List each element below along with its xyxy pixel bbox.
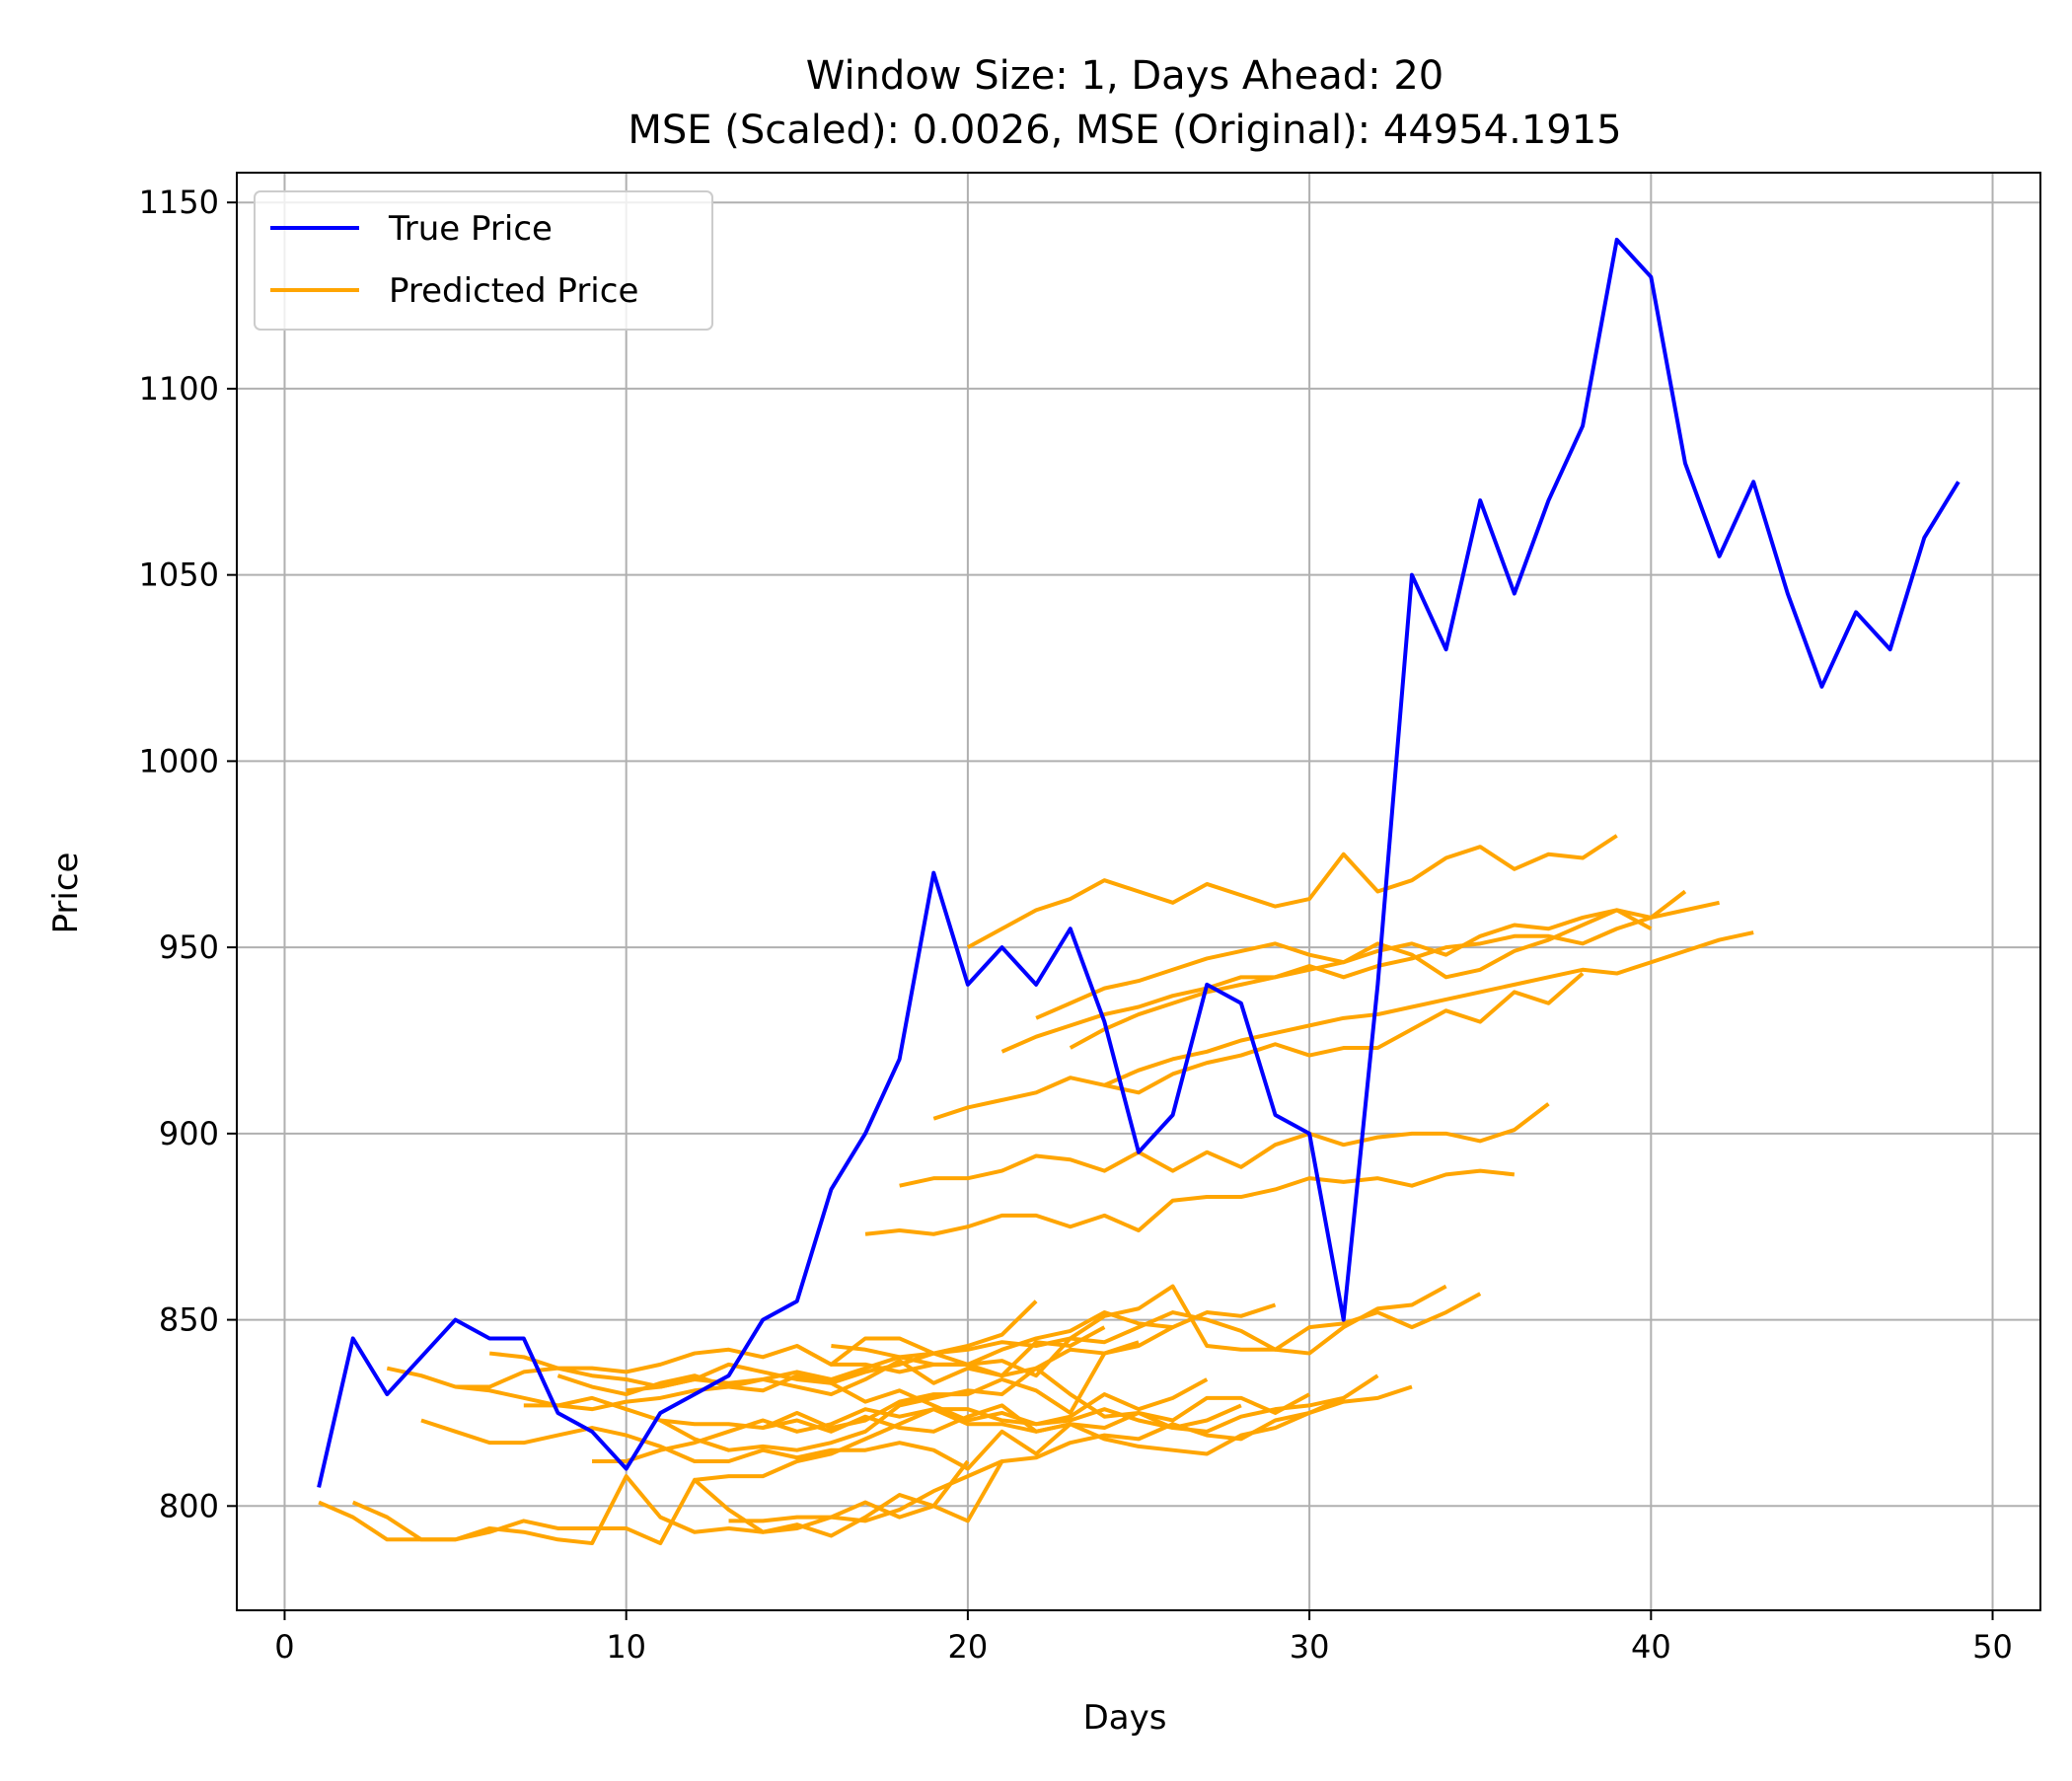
x-tick-label: 40 [1631,1628,1671,1666]
predicted-price-line [351,1460,1004,1546]
plot-frame [236,172,2041,1611]
ticks: 0 10 20 30 40 50 800 850 900 950 1000 1050 1100 1150 [139,184,2013,1666]
predicted-price-line [420,1418,1073,1471]
chart-title: Window Size: 1, Days Ahead: 20 [806,53,1443,99]
predicted-price-line [318,1459,970,1546]
predicted-price-line [966,834,1618,949]
predicted-price-line [694,1395,1345,1482]
predicted-price-line [932,972,1585,1121]
y-tick-label: 1100 [139,370,219,408]
y-tick-label: 850 [159,1301,219,1339]
predicted-price-line [728,1373,1379,1523]
grid [237,173,2040,1610]
true-price-line [317,237,1961,1488]
y-tick-label: 900 [159,1115,219,1152]
predicted-price-line [831,1292,1482,1378]
predicted-price-line [556,1373,1209,1427]
predicted-price-line [1069,900,1720,1050]
predicted-price-line [899,1102,1550,1188]
predicted-price-line [488,1340,1140,1397]
series-layer [317,237,1961,1546]
y-tick-label: 800 [159,1487,219,1524]
legend-box [254,190,713,331]
chart-subtitle: MSE (Scaled): 0.0026, MSE (Original): 44… [628,108,1621,153]
x-tick-label: 0 [274,1628,294,1666]
x-tick-label: 10 [606,1628,646,1666]
predicted-price-line [762,1384,1413,1456]
y-axis-label: Price [46,853,86,934]
predicted-price-line [795,1284,1447,1367]
legend-true-label: True Price [388,209,553,249]
y-tick-label: 1050 [139,557,219,594]
predicted-price-line [659,1366,1311,1452]
predicted-price-line [1035,889,1687,1020]
legend-predicted-label: Predicted Price [389,271,638,311]
predicted-price-line [1000,908,1653,1054]
legend: True Price Predicted Price [254,190,713,331]
y-tick-label: 950 [159,928,219,966]
y-tick-label: 1150 [139,184,219,221]
predicted-price-line [864,1168,1516,1236]
x-tick-label: 20 [948,1628,989,1666]
predicted-price-line [1103,930,1754,1087]
x-axis-label: Days [1083,1698,1167,1738]
x-tick-label: 30 [1290,1628,1330,1666]
y-tick-label: 1000 [139,742,219,779]
x-tick-label: 50 [1972,1628,2013,1666]
predicted-price-line [455,1325,1106,1389]
